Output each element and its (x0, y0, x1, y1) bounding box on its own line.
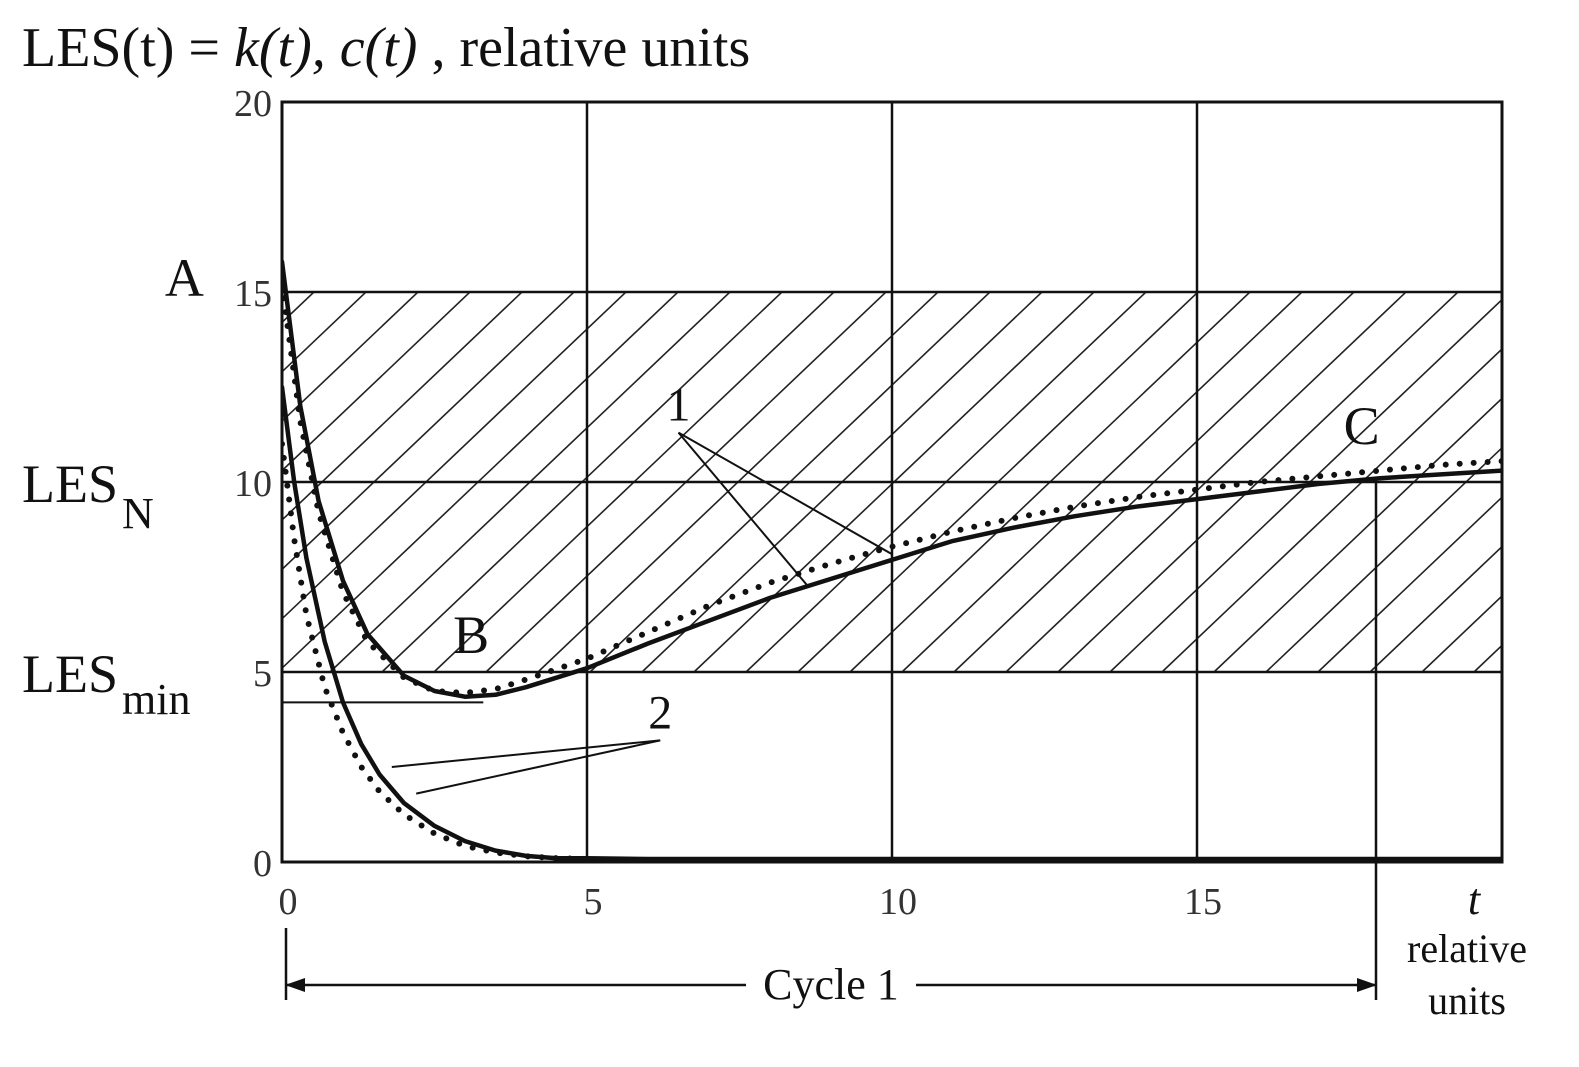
y-tick-label: 5 (253, 653, 272, 695)
hatch-line (282, 293, 419, 423)
leader-line (415, 739, 661, 795)
y-tick-label: 0 (253, 843, 272, 885)
point-label: B (453, 605, 489, 665)
leader-line (678, 431, 893, 556)
title-suffix: , relative units (417, 17, 750, 79)
title-prefix: LES(t) = (22, 17, 234, 79)
y-tick-label: 20 (234, 83, 272, 125)
series-group (282, 259, 1502, 862)
hatch-line (1526, 292, 1579, 672)
leader-line (677, 431, 808, 586)
level-label-sub: min (122, 675, 190, 724)
point-label: A (165, 248, 204, 308)
title-c-func: c(t) (340, 17, 418, 79)
curve-label: 1 (667, 379, 691, 432)
level-label: LESmin (22, 644, 190, 724)
hatch-line (1369, 545, 1502, 673)
hatch-line (282, 293, 367, 373)
leader-line (391, 739, 661, 768)
x-tick-label: 10 (879, 881, 917, 923)
level-label-main: LES (22, 454, 118, 514)
title-k-func: k(t), (234, 17, 326, 79)
series-1-solid (282, 259, 1502, 699)
level-label-sub: N (122, 489, 154, 538)
grid-lines (280, 100, 1504, 864)
hatch-line (282, 293, 471, 472)
x-tick-label: 5 (584, 881, 603, 923)
x-axis-unit-label: units (1428, 978, 1506, 1023)
curve-leader-lines: 12 (391, 379, 893, 795)
series-lines (282, 259, 1502, 862)
cycle-span: Cycle 1 (284, 478, 1378, 1009)
x-axis-end-symbol: t (1468, 875, 1482, 924)
x-axis-unit-label: relative (1407, 926, 1527, 971)
hatch-line (1421, 594, 1502, 673)
hatch-line (1317, 496, 1502, 673)
plot-frame (280, 100, 1504, 864)
x-tick-label: 15 (1184, 881, 1222, 923)
cycle-label: Cycle 1 (763, 960, 899, 1009)
series-1-dotted (282, 281, 1502, 696)
y-tick-label: 15 (234, 273, 272, 315)
level-label-main: LES (22, 644, 118, 704)
level-label: LESN (22, 454, 154, 538)
point-label: C (1344, 396, 1380, 456)
y-tick-label: 10 (234, 463, 272, 505)
curve-label: 2 (648, 686, 672, 739)
point-labels: A B C (165, 248, 1380, 665)
x-tick-label: 0 (279, 881, 298, 923)
chart-title: LES(t) = k(t), c(t) , relative units (22, 17, 750, 79)
